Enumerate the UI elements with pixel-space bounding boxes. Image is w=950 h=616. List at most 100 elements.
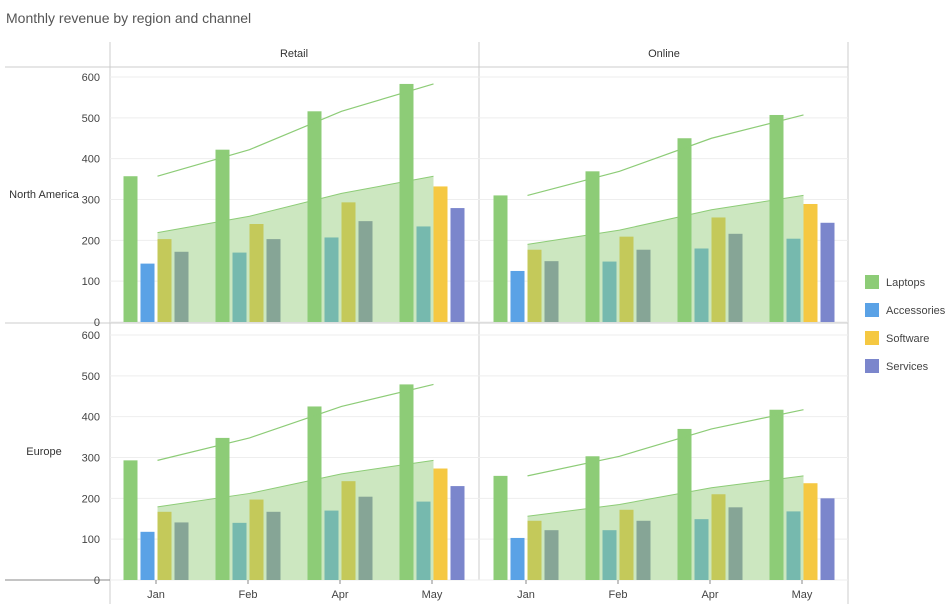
legend-label-software: Software xyxy=(886,333,929,345)
bar-laptops-may xyxy=(399,83,414,322)
area-edge-north-america-retail xyxy=(157,175,434,234)
bar-laptops-jan xyxy=(493,475,508,580)
bar-accessories-may xyxy=(416,501,431,580)
bar-software-apr xyxy=(341,202,356,322)
bar-services-feb xyxy=(636,520,651,580)
bar-services-apr xyxy=(358,496,373,580)
x-tick-label: Jan xyxy=(147,589,165,601)
y-tick-label: 600 xyxy=(82,330,100,342)
bar-laptops-feb xyxy=(585,171,600,322)
legend-swatch-software xyxy=(865,331,879,345)
bar-software-jan xyxy=(157,511,172,580)
bar-laptops-apr xyxy=(307,111,322,322)
bar-software-jan xyxy=(527,520,542,580)
bar-software-feb xyxy=(619,236,634,322)
area-europe-retail xyxy=(157,460,434,580)
bar-services-feb xyxy=(636,249,651,322)
trend-line-north-america-online xyxy=(527,114,804,196)
bar-services-apr xyxy=(358,221,373,322)
bar-laptops-may xyxy=(399,384,414,580)
bar-software-jan xyxy=(527,249,542,322)
bar-software-apr xyxy=(711,494,726,580)
chart-title: Monthly revenue by region and channel xyxy=(6,10,252,26)
y-tick-label: 300 xyxy=(82,453,100,465)
bar-laptops-may xyxy=(769,114,784,322)
x-tick-label: Apr xyxy=(701,589,718,601)
bar-services-may xyxy=(820,222,835,322)
bar-laptops-feb xyxy=(215,149,230,322)
bar-software-may xyxy=(433,468,448,580)
bar-accessories-apr xyxy=(324,510,339,580)
x-tick-label: Feb xyxy=(239,589,258,601)
column-label-retail: Retail xyxy=(280,48,308,60)
trend-line-europe-online xyxy=(527,409,804,477)
bar-accessories-may xyxy=(416,226,431,322)
trend-line-europe-retail xyxy=(157,383,434,461)
bar-laptops-jan xyxy=(123,176,138,322)
bar-services-apr xyxy=(728,507,743,580)
y-tick-label: 400 xyxy=(82,412,100,424)
bar-accessories-jan xyxy=(140,531,155,580)
y-tick-label: 300 xyxy=(82,195,100,207)
bar-services-may xyxy=(450,486,465,580)
bar-services-jan xyxy=(174,522,189,580)
bar-laptops-apr xyxy=(307,406,322,580)
bar-software-apr xyxy=(341,481,356,580)
bar-services-jan xyxy=(544,530,559,580)
x-tick-label: Jan xyxy=(517,589,535,601)
legend-swatch-laptops xyxy=(865,275,879,289)
x-tick-label: May xyxy=(422,589,443,601)
bar-services-may xyxy=(820,498,835,580)
y-tick-label: 200 xyxy=(82,235,100,247)
bar-accessories-jan xyxy=(140,263,155,322)
bar-accessories-jan xyxy=(510,270,525,322)
area-edge-europe-online xyxy=(527,475,804,517)
bar-accessories-apr xyxy=(324,237,339,322)
row-label-north-america: North America xyxy=(9,189,80,201)
bar-accessories-may xyxy=(786,511,801,580)
bar-services-jan xyxy=(174,251,189,322)
bar-laptops-apr xyxy=(677,428,692,580)
bar-software-may xyxy=(803,483,818,580)
bar-laptops-feb xyxy=(585,456,600,580)
bar-laptops-apr xyxy=(677,138,692,322)
bar-accessories-apr xyxy=(694,519,709,580)
x-tick-label: May xyxy=(792,589,813,601)
legend-label-laptops: Laptops xyxy=(886,277,926,289)
bar-services-jan xyxy=(544,261,559,322)
area-edge-north-america-online xyxy=(527,194,804,245)
bar-software-jan xyxy=(157,239,172,322)
column-label-online: Online xyxy=(648,48,680,60)
bar-services-apr xyxy=(728,233,743,322)
bar-software-feb xyxy=(619,509,634,580)
bar-software-apr xyxy=(711,217,726,322)
bar-accessories-jan xyxy=(510,537,525,580)
y-tick-label: 400 xyxy=(82,154,100,166)
bar-software-feb xyxy=(249,499,264,580)
x-tick-label: Apr xyxy=(331,589,348,601)
bar-services-may xyxy=(450,208,465,322)
bar-accessories-feb xyxy=(232,252,247,322)
bar-laptops-jan xyxy=(493,195,508,322)
legend-swatch-services xyxy=(865,359,879,373)
y-tick-label: 500 xyxy=(82,371,100,383)
bar-accessories-feb xyxy=(232,522,247,580)
legend-label-accessories: Accessories xyxy=(886,305,946,317)
y-tick-label: 600 xyxy=(82,72,100,84)
bar-accessories-may xyxy=(786,238,801,322)
legend-swatch-accessories xyxy=(865,303,879,317)
bar-laptops-jan xyxy=(123,460,138,580)
x-tick-label: Feb xyxy=(609,589,628,601)
bar-software-may xyxy=(803,203,818,322)
area-europe-online xyxy=(527,475,804,580)
bar-laptops-may xyxy=(769,409,784,580)
y-tick-label: 100 xyxy=(82,276,100,288)
bar-services-feb xyxy=(266,511,281,580)
row-label-europe: Europe xyxy=(26,446,61,458)
area-north-america-online xyxy=(527,195,804,322)
bar-accessories-feb xyxy=(602,261,617,322)
trend-line-north-america-retail xyxy=(157,83,434,177)
y-tick-label: 200 xyxy=(82,493,100,505)
bar-accessories-apr xyxy=(694,248,709,322)
bar-services-feb xyxy=(266,239,281,322)
